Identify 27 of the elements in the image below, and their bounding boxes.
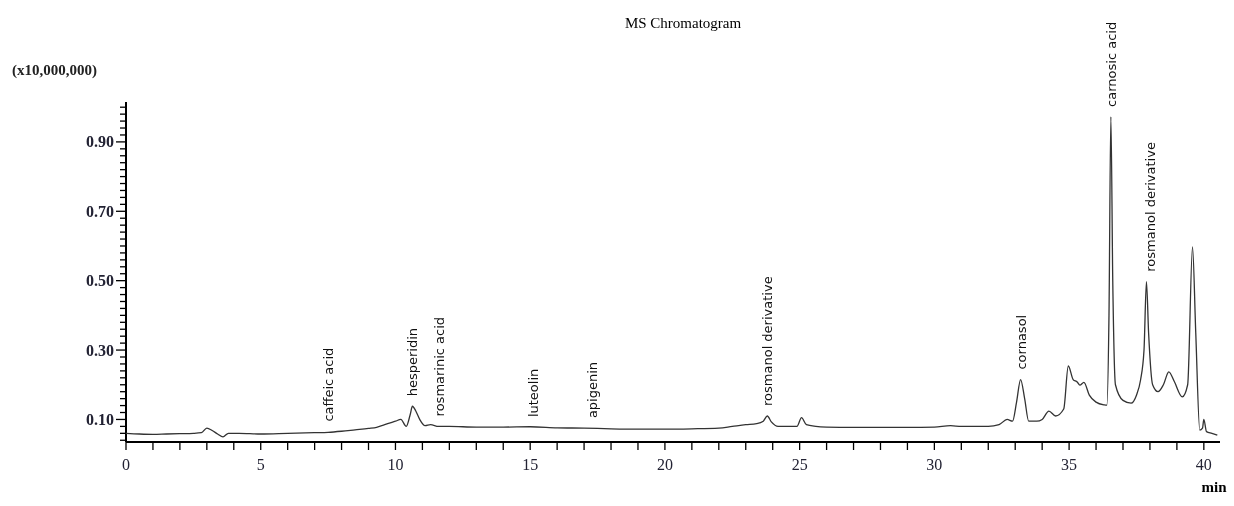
annotation: rosmanol derivative bbox=[1142, 142, 1158, 272]
annotation: carnosic acid bbox=[1103, 21, 1119, 107]
x-tick-label: 40 bbox=[1195, 456, 1212, 473]
annotation: cornasol bbox=[1013, 314, 1029, 370]
chart-title: MS Chromatogram bbox=[624, 15, 742, 31]
line-series bbox=[125, 116, 1218, 438]
annotation: rosmarinic acid bbox=[431, 316, 447, 417]
x-tick-label: 0 bbox=[122, 456, 130, 473]
x-tick-label: 20 bbox=[656, 456, 673, 473]
x-tick-label: 25 bbox=[791, 456, 808, 473]
y-axis-title: (x10,000,000) bbox=[12, 62, 97, 79]
x-tick-label: 30 bbox=[926, 456, 943, 473]
annotation: hesperidin bbox=[405, 327, 421, 397]
x-tick-label: 15 bbox=[522, 456, 539, 473]
annotation: luteolin bbox=[525, 368, 541, 418]
x-tick-label: 35 bbox=[1061, 456, 1078, 473]
y-tick-label: 0.50 bbox=[86, 272, 114, 290]
annotation: rosmanol derivative bbox=[760, 276, 776, 406]
annotation: apigenin bbox=[585, 361, 601, 419]
y-tick-label: 0.30 bbox=[86, 341, 114, 359]
x-tick-label: 10 bbox=[387, 456, 404, 473]
y-tick-label: 0.10 bbox=[86, 411, 114, 429]
y-tick-label: 0.70 bbox=[86, 202, 114, 220]
x-tick-label: 5 bbox=[256, 456, 265, 473]
y-tick-label: 0.90 bbox=[86, 133, 114, 151]
annotation: caffeic acid bbox=[321, 347, 337, 422]
x-axis-title: min bbox=[1201, 479, 1228, 495]
